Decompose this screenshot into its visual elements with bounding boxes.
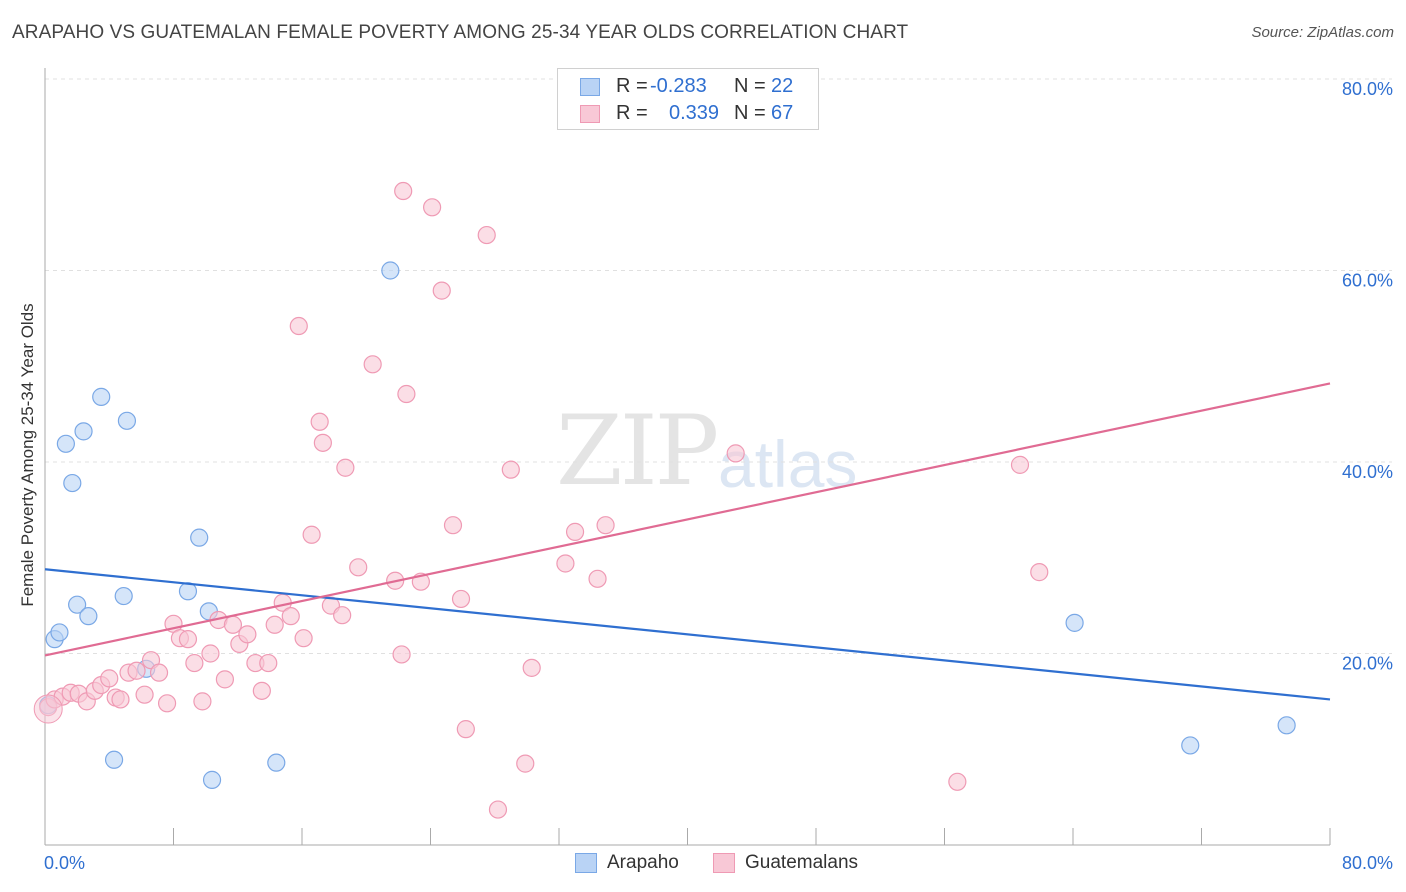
guatemalans-point [193, 692, 212, 711]
correlation-legend: R = -0.283 N = 22 R = 0.339 N = 67 [557, 68, 819, 130]
guatemalans-point [281, 607, 300, 626]
arapaho-point [190, 528, 209, 547]
x-tick-label: 0.0% [44, 853, 85, 873]
chart-source: Source: ZipAtlas.com [1251, 24, 1394, 41]
guatemalans-point [238, 625, 257, 644]
guatemalans-point [488, 800, 508, 819]
guatemalans-point [259, 653, 278, 673]
guatemalans-point [135, 685, 154, 704]
arapaho-point [1065, 613, 1084, 632]
legend-n-value: 67 [771, 102, 794, 124]
arapaho-point [114, 586, 133, 606]
legend-n-value: 22 [771, 75, 794, 97]
guatemalans-point [477, 225, 496, 245]
guatemalans-point [185, 653, 204, 673]
guatemalans-point [100, 669, 119, 688]
guatemalans-point [397, 384, 416, 404]
guatemalans-point [588, 569, 607, 588]
bottom-legend-swatch-arapaho [575, 853, 597, 873]
y-tick-label: 60.0% [1342, 271, 1393, 291]
guatemalans-point [1010, 455, 1030, 474]
arapaho-point [68, 595, 87, 614]
guatemalans-point [522, 658, 541, 677]
guatemalans-point [556, 554, 575, 573]
x-tick-label: 80.0% [1342, 853, 1393, 873]
legend-r-value: 0.339 [669, 102, 720, 124]
guatemalans-point [157, 694, 177, 713]
guatemalans-point [201, 644, 220, 663]
guatemalans-point [363, 355, 382, 374]
arapaho-point [74, 422, 93, 441]
guatemalans-point [948, 772, 967, 791]
legend-n-label: N = [734, 75, 766, 97]
guatemalans-point [127, 661, 146, 680]
legend-n-label: N = [734, 102, 766, 124]
arapaho-point [56, 434, 75, 453]
bottom-legend-label-arapaho: Arapaho [607, 852, 679, 873]
guatemalans-point [451, 589, 471, 609]
arapaho-point [79, 607, 98, 626]
arapaho-point [50, 623, 69, 642]
arapaho-point [202, 770, 222, 789]
guatemalans-point [443, 516, 463, 535]
guatemalans-point [501, 460, 520, 479]
guatemalans-point [223, 615, 243, 634]
watermark-zip: ZIP [556, 395, 719, 507]
legend-r-label: R = [616, 75, 648, 97]
guatemalans-point [349, 558, 368, 577]
chart-title: ARAPAHO VS GUATEMALAN FEMALE POVERTY AMO… [12, 22, 909, 43]
guatemalans-point [310, 412, 329, 431]
guatemalans-point [313, 433, 332, 452]
guatemalans-point [596, 516, 615, 535]
arapaho-point [1181, 736, 1200, 755]
legend-swatch-arapaho [580, 78, 600, 96]
arapaho-point [63, 473, 82, 493]
guatemalans-point [265, 615, 284, 634]
guatemalans-trend-line [44, 382, 1331, 657]
guatemalans-point [565, 522, 585, 541]
guatemalans-point [294, 629, 313, 648]
guatemalans-point [33, 694, 63, 724]
guatemalans-point [456, 720, 475, 739]
arapaho-trend-line [44, 568, 1331, 701]
guatemalans-point [423, 198, 442, 217]
legend-swatch-guatemalans [580, 105, 600, 123]
y-axis-label: Female Poverty Among 25-34 Year Olds [18, 303, 37, 607]
guatemalans-point [432, 281, 451, 300]
guatemalans-point [333, 606, 352, 625]
guatemalans-point [726, 444, 745, 463]
bottom-legend-label-guatemalans: Guatemalans [745, 852, 859, 873]
guatemalans-point [302, 525, 321, 544]
arapaho-point [92, 387, 111, 406]
y-tick-label: 80.0% [1342, 79, 1393, 99]
legend-r-value: -0.283 [650, 75, 707, 97]
guatemalans-point [516, 754, 535, 773]
guatemalans-point [149, 663, 169, 682]
guatemalans-point [178, 630, 198, 649]
legend-r-label: R = [616, 102, 648, 124]
guatemalans-point [252, 681, 271, 700]
guatemalans-point [1030, 563, 1049, 582]
y-tick-label: 20.0% [1342, 654, 1393, 674]
guatemalans-point [392, 645, 411, 664]
arapaho-point [104, 750, 124, 769]
arapaho-point [117, 411, 137, 430]
guatemalans-point [289, 316, 308, 336]
guatemalans-point [336, 458, 355, 477]
y-tick-label: 40.0% [1342, 462, 1393, 482]
arapaho-point [381, 261, 400, 280]
guatemalans-point [111, 690, 130, 709]
guatemalans-point [394, 181, 413, 201]
bottom-legend-swatch-guatemalans [713, 853, 735, 873]
guatemalans-point [215, 670, 234, 689]
arapaho-point [1277, 716, 1296, 735]
arapaho-point [267, 753, 286, 772]
